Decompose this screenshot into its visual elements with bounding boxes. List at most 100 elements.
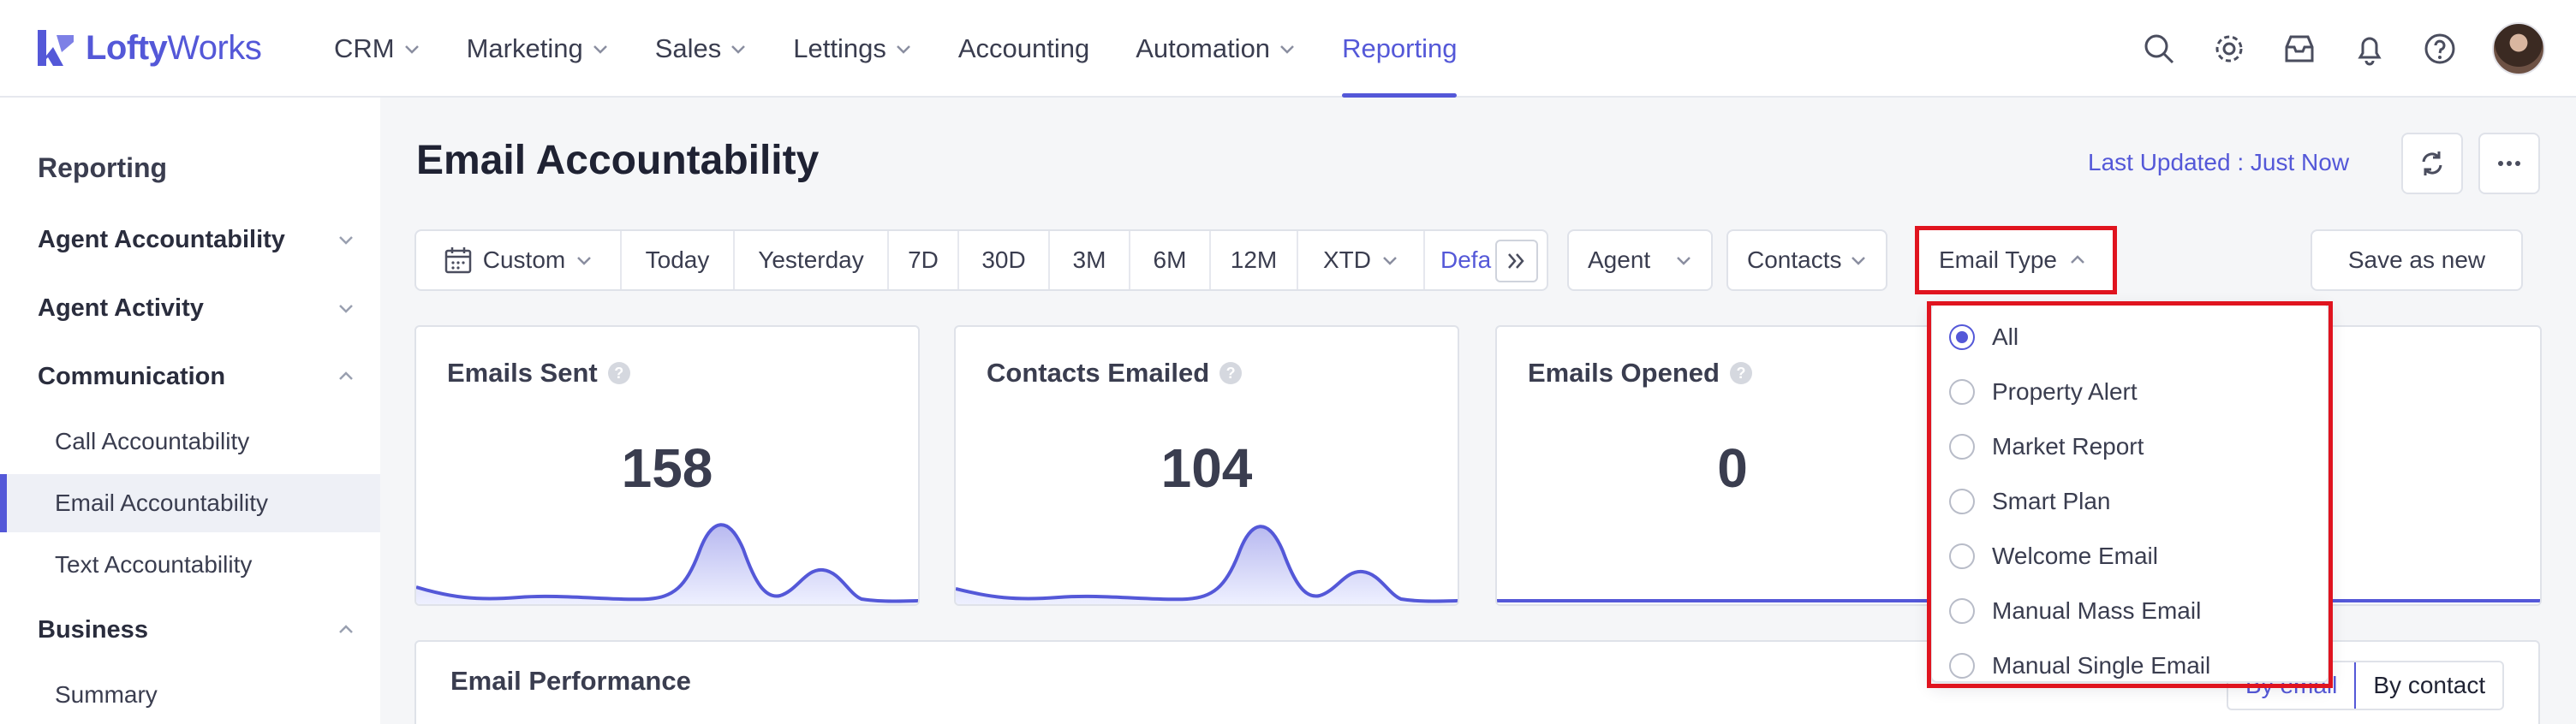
toggle-by-contact[interactable]: By contact (2373, 672, 2486, 698)
chevron-down-icon (1677, 257, 1690, 265)
chevron-down-icon (404, 45, 419, 54)
sparkline-chart (416, 523, 918, 604)
user-avatar[interactable] (2492, 22, 2545, 75)
option-label: All (1992, 323, 2019, 350)
brand-name: LoftyWorks (86, 28, 262, 67)
option-label: Property Alert (1992, 378, 2138, 405)
email-type-option-welcome-email[interactable]: Welcome Email (1949, 532, 2158, 580)
nav-accounting[interactable]: Accounting (958, 0, 1089, 98)
help-icon[interactable]: ? (1729, 362, 1752, 384)
expand-date-ranges-button[interactable] (1495, 240, 1538, 282)
stat-value: 0 (1717, 437, 1748, 499)
stat-card-title: Contacts Emailed ? (987, 358, 1243, 389)
email-type-option-manual-mass-email[interactable]: Manual Mass Email (1949, 587, 2201, 635)
date-6m[interactable]: 6M (1130, 231, 1211, 289)
nav-label: Lettings (793, 33, 886, 63)
sidebar-item-label: Email Accountability (55, 490, 269, 516)
nav-label: Accounting (957, 33, 1090, 63)
email-type-option-property-alert[interactable]: Property Alert (1949, 368, 2138, 416)
settings-gear-icon[interactable] (2211, 31, 2247, 67)
sidebar-group-business[interactable]: Business (38, 604, 355, 656)
email-type-filter-dropdown[interactable]: Email Type (1918, 229, 2115, 291)
stat-card-title: Emails Opened ? (1528, 358, 1752, 389)
nav-automation[interactable]: Automation (1136, 0, 1296, 98)
nav-label: Sales (654, 33, 722, 63)
date-custom-dropdown[interactable]: Custom (416, 231, 622, 289)
chevron-down-icon (577, 257, 592, 265)
email-type-menu: All Property Alert Market Report Smart P… (1930, 303, 2329, 683)
chevron-up-icon (339, 371, 353, 380)
more-horizontal-icon (2498, 161, 2520, 166)
search-icon[interactable] (2141, 31, 2177, 67)
sidebar-group-label: Agent Activity (38, 294, 204, 322)
radio-icon (1949, 653, 1975, 679)
nav-label: Marketing (466, 33, 583, 63)
agent-filter-label: Agent (1588, 246, 1651, 273)
sidebar-title: Reporting (38, 152, 168, 183)
nav-lettings[interactable]: Lettings (793, 0, 912, 98)
date-12m[interactable]: 12M (1211, 231, 1298, 289)
sidebar-group-label: Communication (38, 362, 226, 390)
email-type-option-all[interactable]: All (1949, 313, 2018, 361)
sidebar-group-agent-activity[interactable]: Agent Activity (38, 282, 355, 334)
chevron-up-icon (339, 625, 353, 633)
chevron-down-icon (896, 45, 910, 54)
page-title: Email Accountability (416, 138, 820, 183)
stat-card-title: Emails Sent ? (447, 358, 630, 389)
stat-title-text: Emails Sent (447, 358, 598, 388)
sidebar-item-text-accountability[interactable]: Text Accountability (0, 536, 380, 594)
contacts-filter-dropdown[interactable]: Contacts (1726, 229, 1887, 291)
date-7d[interactable]: 7D (889, 231, 959, 289)
chevron-down-icon (593, 45, 607, 54)
nav-label: Reporting (1342, 33, 1458, 63)
date-xtd-label: XTD (1323, 246, 1371, 273)
sparkline-chart (956, 525, 1458, 604)
lofty-logo-icon (38, 30, 74, 66)
sidebar-group-agent-accountability[interactable]: Agent Accountability (38, 214, 355, 265)
email-type-option-market-report[interactable]: Market Report (1949, 423, 2144, 471)
date-yesterday[interactable]: Yesterday (735, 231, 889, 289)
brand-logo[interactable]: LoftyWorks (34, 26, 262, 70)
inbox-icon[interactable] (2281, 31, 2317, 67)
sidebar-item-email-accountability[interactable]: Email Accountability (0, 474, 380, 532)
sidebar-group-communication[interactable]: Communication (38, 351, 355, 402)
email-type-option-manual-single-email[interactable]: Manual Single Email (1949, 642, 2210, 690)
radio-icon (1949, 543, 1975, 569)
main-nav: CRM Marketing Sales Lettings Accounting … (334, 0, 1503, 98)
top-navigation-bar: LoftyWorks CRM Marketing Sales Lettings … (0, 0, 2576, 98)
nav-sales[interactable]: Sales (655, 0, 748, 98)
panel-title: Email Performance (450, 666, 691, 696)
agent-filter-dropdown[interactable]: Agent (1567, 229, 1713, 291)
nav-marketing[interactable]: Marketing (467, 0, 609, 98)
radio-icon (1949, 434, 1975, 460)
more-options-button[interactable] (2478, 133, 2540, 194)
date-3m[interactable]: 3M (1050, 231, 1130, 289)
option-label: Market Report (1992, 433, 2144, 460)
help-icon[interactable] (2422, 31, 2458, 67)
help-icon[interactable]: ? (607, 362, 630, 384)
date-today[interactable]: Today (622, 231, 735, 289)
date-range-selector: Custom Today Yesterday 7D 30D 3M 6M 12M … (414, 229, 1548, 291)
help-icon[interactable]: ? (1219, 362, 1243, 384)
nav-crm[interactable]: CRM (334, 0, 420, 98)
date-xtd-dropdown[interactable]: XTD (1298, 231, 1425, 289)
chevron-up-icon (2071, 255, 2084, 264)
nav-label: Automation (1136, 33, 1271, 63)
date-30d[interactable]: 30D (959, 231, 1050, 289)
bell-icon[interactable] (2352, 31, 2388, 67)
chevron-down-icon (1280, 45, 1294, 54)
stat-value: 158 (621, 437, 713, 499)
email-type-option-smart-plan[interactable]: Smart Plan (1949, 478, 2111, 525)
stat-title-text: Emails Opened (1528, 358, 1720, 388)
save-as-new-button[interactable]: Save as new (2311, 229, 2523, 291)
stat-card-contacts-emailed: Contacts Emailed ? 104 (954, 325, 1459, 606)
default-link[interactable]: Defa (1440, 246, 1492, 273)
refresh-button[interactable] (2401, 133, 2463, 194)
sidebar-item-call-accountability[interactable]: Call Accountability (0, 412, 380, 471)
option-label: Welcome Email (1992, 543, 2158, 569)
radio-selected-icon (1949, 324, 1975, 350)
nav-reporting[interactable]: Reporting (1342, 0, 1458, 98)
option-label: Manual Single Email (1992, 652, 2211, 679)
sidebar-item-summary[interactable]: Summary (0, 666, 380, 724)
stat-card-emails-sent: Emails Sent ? 158 (414, 325, 920, 606)
